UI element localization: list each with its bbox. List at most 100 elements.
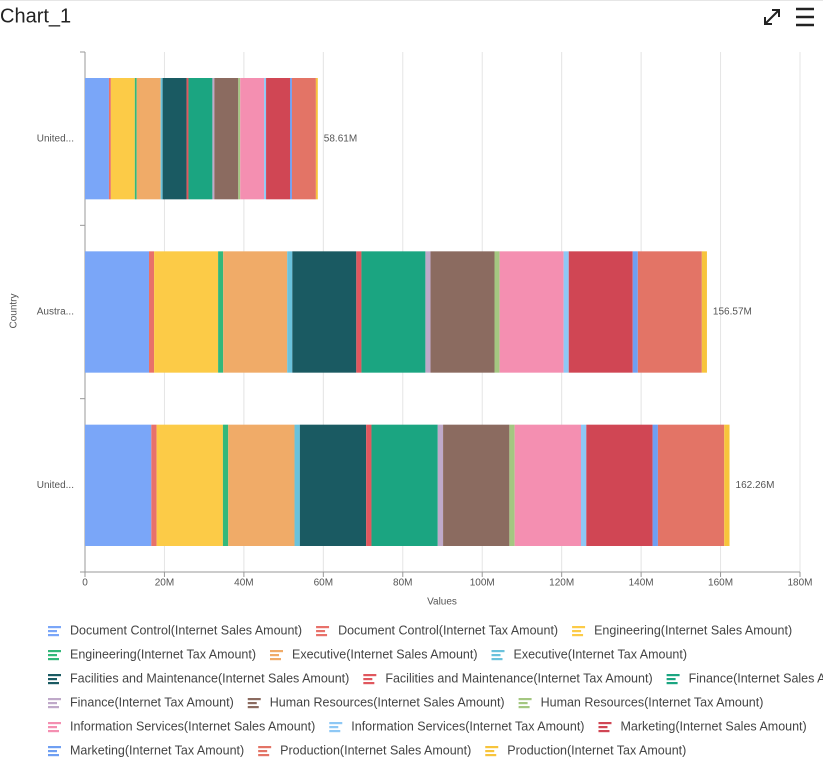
bar-segment: [214, 78, 239, 200]
legend-swatch: [48, 730, 59, 733]
legend-label: Facilities and Maintenance(Internet Sale…: [70, 671, 349, 685]
bar-segment: [264, 78, 267, 200]
legend-item[interactable]: [48, 746, 61, 757]
legend-label: Production(Internet Sales Amount): [280, 743, 471, 757]
y-tick-label: United...: [37, 133, 74, 144]
legend-item[interactable]: [48, 722, 61, 733]
legend-item[interactable]: [485, 746, 499, 757]
bar-segment: [156, 424, 223, 546]
bar-segment: [85, 78, 109, 200]
legend-item[interactable]: [316, 626, 330, 637]
legend-swatch: [329, 730, 341, 733]
legend-item[interactable]: [48, 626, 61, 637]
legend-swatch: [48, 682, 59, 685]
x-tick-label: 180M: [787, 578, 812, 589]
legend-swatch: [48, 650, 61, 653]
legend-swatch: [48, 746, 61, 749]
y-tick-label: Austra...: [37, 307, 74, 318]
legend-swatch: [485, 754, 497, 757]
bar-segment: [657, 424, 725, 546]
legend-swatch: [247, 706, 259, 709]
legend-swatch: [485, 750, 495, 753]
bar-segment: [443, 424, 510, 546]
x-tick-label: 60M: [314, 578, 333, 589]
bar-segment: [637, 251, 702, 373]
bar-segment: [212, 78, 215, 200]
legend-item[interactable]: [491, 650, 505, 661]
legend-item[interactable]: [572, 626, 586, 637]
bar-segment: [580, 424, 587, 546]
bar-segment: [148, 251, 155, 373]
x-tick-label: 0: [82, 578, 88, 589]
menu-icon[interactable]: [796, 7, 814, 27]
legend-item[interactable]: [48, 698, 61, 709]
legend-item[interactable]: [518, 698, 532, 709]
legend-swatch: [48, 698, 61, 701]
bar-segment: [294, 424, 300, 546]
legend-swatch: [48, 754, 59, 757]
legend-item[interactable]: [329, 722, 343, 733]
legend-swatch: [48, 706, 59, 709]
y-axis-title: Country: [9, 293, 20, 328]
legend-swatch: [666, 682, 678, 685]
legend-label: Marketing(Internet Sales Amount): [620, 719, 806, 733]
legend-swatch: [666, 678, 676, 681]
y-tick-label: United...: [37, 480, 74, 491]
legend-item[interactable]: [48, 650, 61, 661]
legend-label: Finance(Internet Sales Amount): [689, 671, 823, 685]
legend-swatch: [329, 722, 343, 725]
bar-segment: [437, 424, 444, 546]
bar-segment: [188, 78, 213, 200]
legend-item[interactable]: [48, 674, 61, 685]
legend-item[interactable]: [270, 650, 283, 661]
bar-segment: [366, 424, 372, 546]
legend-swatch: [363, 674, 377, 677]
x-tick-label: 120M: [549, 578, 574, 589]
bar-segment: [299, 424, 367, 546]
legend-swatch: [48, 726, 57, 729]
legend-swatch: [48, 630, 57, 633]
bar-segment: [290, 78, 292, 200]
legend-item[interactable]: [666, 674, 680, 685]
bar-segment: [160, 78, 163, 200]
legend-swatch: [491, 658, 503, 661]
legend-swatch: [316, 630, 326, 633]
bar-segment: [85, 424, 152, 546]
legend-swatch: [270, 654, 279, 657]
x-tick-label: 160M: [708, 578, 733, 589]
bar-segment: [218, 251, 224, 373]
bar-segment: [238, 78, 241, 200]
bar-segment: [568, 251, 633, 373]
legend-swatch: [572, 634, 584, 637]
bar-segment: [108, 78, 111, 200]
bar-segment: [85, 251, 149, 373]
x-tick-label: 140M: [629, 578, 654, 589]
legend-item[interactable]: [598, 722, 612, 733]
legend-swatch: [247, 698, 261, 701]
legend-swatch: [363, 678, 373, 681]
legend-swatch: [48, 658, 59, 661]
bar-segment: [287, 251, 293, 373]
legend-item[interactable]: [247, 698, 261, 709]
x-tick-label: 100M: [470, 578, 495, 589]
expand-icon[interactable]: [764, 9, 780, 25]
legend-swatch: [518, 706, 530, 709]
legend-swatch: [363, 682, 375, 685]
bar-segment: [223, 251, 288, 373]
legend-item[interactable]: [258, 746, 272, 757]
legend-label: Marketing(Internet Tax Amount): [70, 743, 244, 757]
legend-swatch: [48, 750, 57, 753]
legend-item[interactable]: [363, 674, 377, 685]
x-tick-label: 80M: [393, 578, 412, 589]
legend-swatch: [491, 654, 501, 657]
legend-label: Information Services(Internet Sales Amou…: [70, 719, 315, 733]
legend-label: Finance(Internet Tax Amount): [70, 695, 234, 709]
bar-segment: [315, 78, 318, 200]
bar-segment: [514, 424, 581, 546]
bar-segment: [154, 251, 219, 373]
legend-swatch: [48, 626, 61, 629]
legend-label: Production(Internet Tax Amount): [507, 743, 686, 757]
legend-swatch: [48, 722, 61, 725]
legend-label: Human Resources(Internet Tax Amount): [541, 695, 764, 709]
legend-label: Engineering(Internet Sales Amount): [594, 623, 792, 637]
